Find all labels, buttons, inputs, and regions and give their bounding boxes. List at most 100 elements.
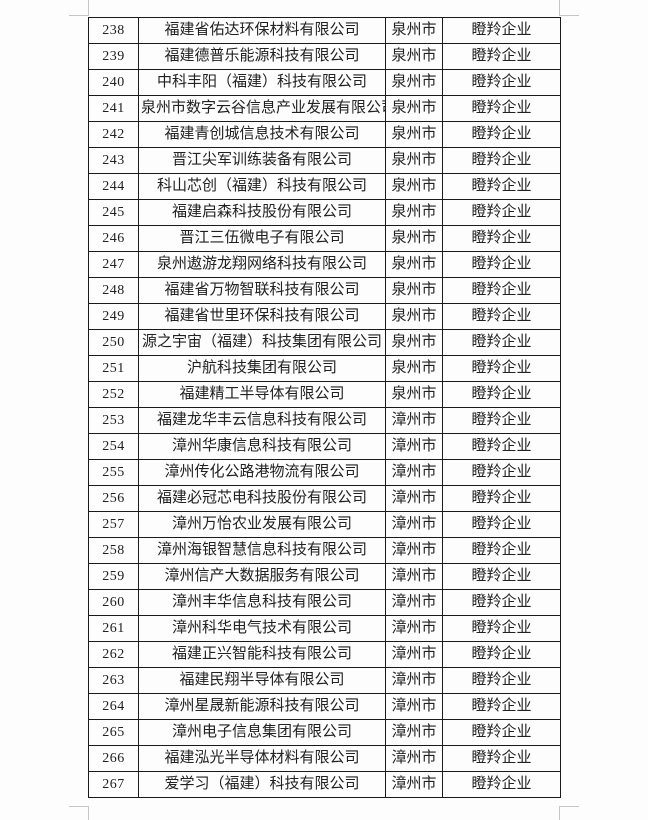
cell-city: 漳州市 <box>385 459 443 486</box>
table-row: 258 漳州海银智慧信息科技有限公司 漳州市 瞪羚企业 <box>88 537 561 564</box>
cell-city: 泉州市 <box>385 225 443 252</box>
cell-company: 福建德普乐能源科技有限公司 <box>138 43 386 70</box>
table-row: 247 泉州遨游龙翔网络科技有限公司 泉州市 瞪羚企业 <box>88 251 561 278</box>
cell-category: 瞪羚企业 <box>442 381 561 408</box>
cell-no: 263 <box>88 667 139 694</box>
cell-city: 泉州市 <box>385 69 443 96</box>
cell-category: 瞪羚企业 <box>442 43 561 70</box>
table-row: 246 晋江三伍微电子有限公司 泉州市 瞪羚企业 <box>88 225 561 252</box>
cell-no: 251 <box>88 355 139 382</box>
page-margin-mark-bottom-left <box>69 806 89 820</box>
cell-no: 258 <box>88 537 139 564</box>
cell-no: 244 <box>88 173 139 200</box>
cell-no: 256 <box>88 485 139 512</box>
cell-no: 252 <box>88 381 139 408</box>
cell-category: 瞪羚企业 <box>442 95 561 122</box>
cell-no: 248 <box>88 277 139 304</box>
cell-no: 249 <box>88 303 139 330</box>
cell-category: 瞪羚企业 <box>442 355 561 382</box>
table-row: 252 福建精工半导体有限公司 泉州市 瞪羚企业 <box>88 381 561 408</box>
page-margin-mark-top-right <box>559 0 579 16</box>
cell-no: 254 <box>88 433 139 460</box>
table-row: 263 福建民翔半导体有限公司 漳州市 瞪羚企业 <box>88 667 561 694</box>
cell-no: 247 <box>88 251 139 278</box>
cell-category: 瞪羚企业 <box>442 745 561 772</box>
cell-category: 瞪羚企业 <box>442 199 561 226</box>
cell-no: 259 <box>88 563 139 590</box>
cell-no: 250 <box>88 329 139 356</box>
cell-city: 漳州市 <box>385 693 443 720</box>
cell-company: 科山芯创（福建）科技有限公司 <box>138 173 386 200</box>
cell-company: 漳州华康信息科技有限公司 <box>138 433 386 460</box>
cell-city: 泉州市 <box>385 381 443 408</box>
cell-city: 漳州市 <box>385 641 443 668</box>
table-row: 249 福建省世里环保科技有限公司 泉州市 瞪羚企业 <box>88 303 561 330</box>
cell-no: 264 <box>88 693 139 720</box>
cell-company: 中科丰阳（福建）科技有限公司 <box>138 69 386 96</box>
cell-category: 瞪羚企业 <box>442 511 561 538</box>
cell-no: 253 <box>88 407 139 434</box>
cell-category: 瞪羚企业 <box>442 615 561 642</box>
table-row: 250 源之宇宙（福建）科技集团有限公司 泉州市 瞪羚企业 <box>88 329 561 356</box>
cell-company: 福建省万物智联科技有限公司 <box>138 277 386 304</box>
table-row: 241 泉州市数字云谷信息产业发展有限公司 泉州市 瞪羚企业 <box>88 95 561 122</box>
cell-company: 漳州星晟新能源科技有限公司 <box>138 693 386 720</box>
cell-category: 瞪羚企业 <box>442 641 561 668</box>
table-row: 253 福建龙华丰云信息科技有限公司 漳州市 瞪羚企业 <box>88 407 561 434</box>
cell-no: 260 <box>88 589 139 616</box>
cell-no: 266 <box>88 745 139 772</box>
cell-no: 255 <box>88 459 139 486</box>
cell-category: 瞪羚企业 <box>442 563 561 590</box>
cell-city: 泉州市 <box>385 277 443 304</box>
cell-no: 262 <box>88 641 139 668</box>
cell-city: 漳州市 <box>385 771 443 798</box>
table-row: 251 沪航科技集团有限公司 泉州市 瞪羚企业 <box>88 355 561 382</box>
cell-category: 瞪羚企业 <box>442 693 561 720</box>
cell-city: 泉州市 <box>385 355 443 382</box>
cell-company: 漳州传化公路港物流有限公司 <box>138 459 386 486</box>
table-row: 244 科山芯创（福建）科技有限公司 泉州市 瞪羚企业 <box>88 173 561 200</box>
cell-city: 漳州市 <box>385 563 443 590</box>
cell-category: 瞪羚企业 <box>442 225 561 252</box>
cell-company: 泉州遨游龙翔网络科技有限公司 <box>138 251 386 278</box>
table-row: 264 漳州星晟新能源科技有限公司 漳州市 瞪羚企业 <box>88 693 561 720</box>
cell-city: 泉州市 <box>385 251 443 278</box>
cell-category: 瞪羚企业 <box>442 173 561 200</box>
cell-company: 福建省佑达环保材料有限公司 <box>138 17 386 44</box>
cell-no: 261 <box>88 615 139 642</box>
table-row: 238 福建省佑达环保材料有限公司 泉州市 瞪羚企业 <box>88 17 561 44</box>
cell-no: 239 <box>88 43 139 70</box>
cell-city: 泉州市 <box>385 329 443 356</box>
cell-no: 265 <box>88 719 139 746</box>
cell-company: 泉州市数字云谷信息产业发展有限公司 <box>138 95 386 122</box>
cell-company: 福建必冠芯电科技股份有限公司 <box>138 485 386 512</box>
cell-city: 泉州市 <box>385 303 443 330</box>
cell-company: 晋江三伍微电子有限公司 <box>138 225 386 252</box>
cell-category: 瞪羚企业 <box>442 667 561 694</box>
cell-category: 瞪羚企业 <box>442 589 561 616</box>
gazelle-enterprises-table: 238 福建省佑达环保材料有限公司 泉州市 瞪羚企业 239 福建德普乐能源科技有限公司泉… <box>88 17 561 798</box>
cell-city: 泉州市 <box>385 147 443 174</box>
cell-company: 福建龙华丰云信息科技有限公司 <box>138 407 386 434</box>
cell-city: 漳州市 <box>385 485 443 512</box>
page-margin-mark-top-left <box>69 0 89 16</box>
cell-company: 福建精工半导体有限公司 <box>138 381 386 408</box>
cell-no: 243 <box>88 147 139 174</box>
cell-company: 福建泓光半导体材料有限公司 <box>138 745 386 772</box>
table-row: 260 漳州丰华信息科技有限公司 漳州市 瞪羚企业 <box>88 589 561 616</box>
table-row: 255 漳州传化公路港物流有限公司 漳州市 瞪羚企业 <box>88 459 561 486</box>
table-row: 242 福建青创城信息技术有限公司 泉州市 瞪羚企业 <box>88 121 561 148</box>
cell-no: 242 <box>88 121 139 148</box>
cell-city: 泉州市 <box>385 17 443 44</box>
cell-category: 瞪羚企业 <box>442 329 561 356</box>
cell-category: 瞪羚企业 <box>442 459 561 486</box>
table-row: 266 福建泓光半导体材料有限公司 漳州市 瞪羚企业 <box>88 745 561 772</box>
cell-city: 漳州市 <box>385 511 443 538</box>
cell-city: 泉州市 <box>385 121 443 148</box>
cell-no: 245 <box>88 199 139 226</box>
cell-no: 238 <box>88 17 139 44</box>
cell-company: 漳州信产大数据服务有限公司 <box>138 563 386 590</box>
cell-no: 246 <box>88 225 139 252</box>
cell-city: 泉州市 <box>385 43 443 70</box>
